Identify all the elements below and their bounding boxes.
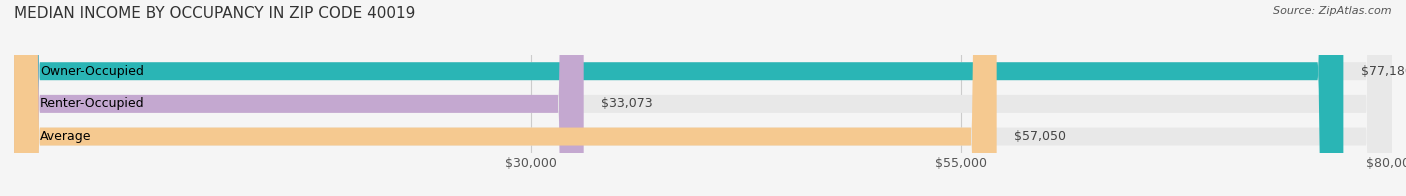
- Text: $57,050: $57,050: [1014, 130, 1066, 143]
- Text: Renter-Occupied: Renter-Occupied: [39, 97, 145, 110]
- FancyBboxPatch shape: [14, 0, 583, 196]
- Text: $33,073: $33,073: [600, 97, 652, 110]
- Text: $77,180: $77,180: [1361, 65, 1406, 78]
- FancyBboxPatch shape: [14, 0, 1392, 196]
- FancyBboxPatch shape: [14, 0, 1392, 196]
- FancyBboxPatch shape: [14, 0, 1392, 196]
- FancyBboxPatch shape: [14, 0, 997, 196]
- Text: MEDIAN INCOME BY OCCUPANCY IN ZIP CODE 40019: MEDIAN INCOME BY OCCUPANCY IN ZIP CODE 4…: [14, 6, 415, 21]
- Text: Owner-Occupied: Owner-Occupied: [39, 65, 143, 78]
- Text: Average: Average: [39, 130, 91, 143]
- Text: Source: ZipAtlas.com: Source: ZipAtlas.com: [1274, 6, 1392, 16]
- FancyBboxPatch shape: [14, 0, 1343, 196]
